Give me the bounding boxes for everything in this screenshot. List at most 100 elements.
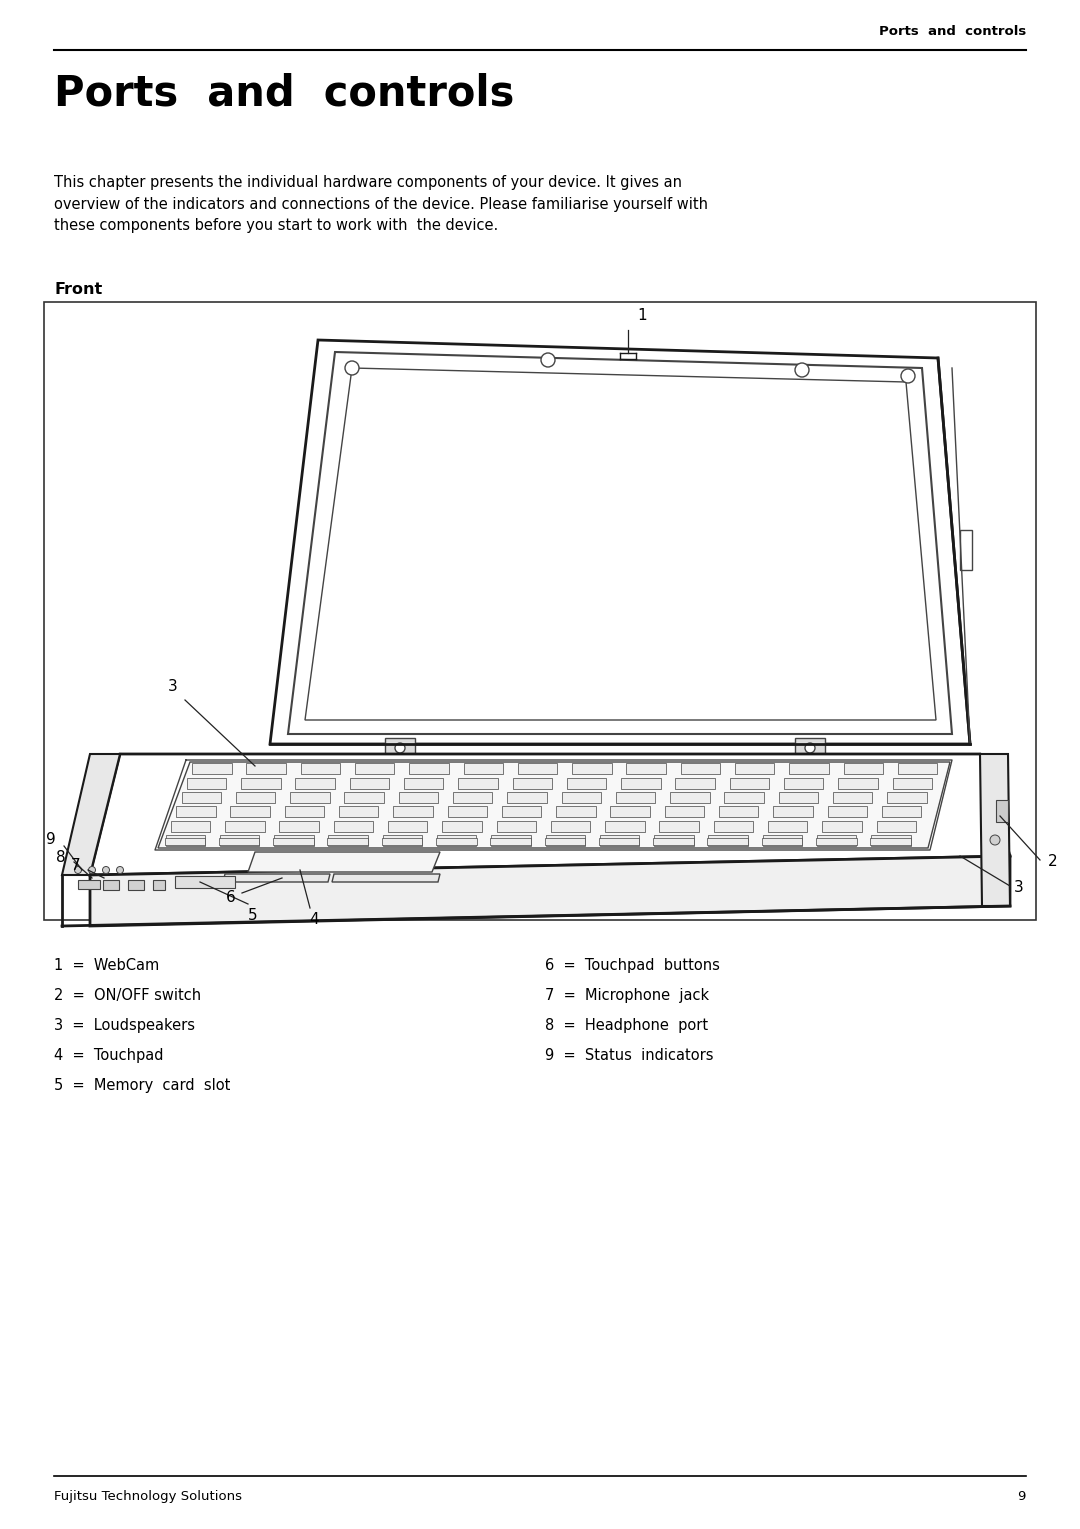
Text: Fujitsu Technology Solutions: Fujitsu Technology Solutions xyxy=(54,1489,242,1503)
Bar xyxy=(192,763,231,774)
Circle shape xyxy=(541,353,555,367)
Bar xyxy=(44,303,1036,920)
Bar xyxy=(653,838,693,846)
Text: 4  =  Touchpad: 4 = Touchpad xyxy=(54,1047,163,1063)
Bar xyxy=(355,763,394,774)
Bar xyxy=(350,778,389,789)
Text: 3: 3 xyxy=(1014,881,1024,896)
Bar xyxy=(779,792,818,803)
Bar xyxy=(296,778,335,789)
Bar xyxy=(761,838,802,846)
Circle shape xyxy=(990,835,1000,846)
Bar xyxy=(545,835,585,846)
Polygon shape xyxy=(158,761,950,849)
Bar xyxy=(508,792,546,803)
Bar xyxy=(882,806,921,816)
Bar xyxy=(816,838,856,846)
Bar xyxy=(181,792,221,803)
Bar xyxy=(598,838,639,846)
Bar xyxy=(463,763,503,774)
Bar xyxy=(551,821,591,832)
Circle shape xyxy=(795,362,809,378)
Bar xyxy=(784,778,823,789)
Bar xyxy=(103,881,119,890)
Bar xyxy=(665,806,704,816)
Text: 1: 1 xyxy=(637,307,647,323)
Bar xyxy=(384,739,415,754)
Bar xyxy=(187,778,227,789)
Bar xyxy=(327,838,368,846)
Bar xyxy=(610,806,650,816)
Bar xyxy=(544,838,585,846)
Bar xyxy=(599,835,639,846)
Bar xyxy=(762,835,802,846)
Bar xyxy=(393,806,433,816)
Polygon shape xyxy=(305,368,936,720)
Bar xyxy=(409,763,449,774)
Bar xyxy=(447,806,487,816)
Bar xyxy=(171,821,211,832)
Bar xyxy=(605,821,645,832)
Bar xyxy=(345,792,383,803)
Bar xyxy=(339,806,378,816)
Bar xyxy=(892,778,932,789)
Bar xyxy=(241,778,281,789)
Bar xyxy=(273,838,313,846)
Bar xyxy=(334,821,373,832)
Bar xyxy=(872,835,910,846)
Bar xyxy=(870,838,910,846)
Text: 9  =  Status  indicators: 9 = Status indicators xyxy=(545,1047,714,1063)
Polygon shape xyxy=(62,754,120,875)
Bar xyxy=(443,821,482,832)
Text: 9: 9 xyxy=(1017,1489,1026,1503)
Circle shape xyxy=(345,361,359,375)
Bar xyxy=(827,806,867,816)
Bar xyxy=(153,881,165,890)
Bar xyxy=(556,806,595,816)
Bar xyxy=(621,778,661,789)
Text: Ports  and  controls: Ports and controls xyxy=(879,24,1026,38)
Text: 3  =  Loudspeakers: 3 = Loudspeakers xyxy=(54,1018,195,1034)
Text: 5: 5 xyxy=(248,908,258,924)
Text: 3: 3 xyxy=(168,679,178,694)
Bar xyxy=(175,876,235,888)
Circle shape xyxy=(103,867,109,873)
Text: 2  =  ON/OFF switch: 2 = ON/OFF switch xyxy=(54,988,201,1003)
Bar xyxy=(822,821,862,832)
Bar xyxy=(274,835,313,846)
Bar xyxy=(246,763,286,774)
Bar xyxy=(735,763,774,774)
Text: 6  =  Touchpad  buttons: 6 = Touchpad buttons xyxy=(545,959,720,972)
Bar xyxy=(789,763,828,774)
Bar xyxy=(381,838,422,846)
Bar xyxy=(513,778,552,789)
Bar xyxy=(719,806,758,816)
Bar xyxy=(382,835,422,846)
Bar xyxy=(225,821,265,832)
Circle shape xyxy=(89,867,95,873)
Text: 7  =  Microphone  jack: 7 = Microphone jack xyxy=(545,988,710,1003)
Bar xyxy=(291,792,329,803)
Bar xyxy=(675,778,715,789)
Text: 7: 7 xyxy=(70,858,80,873)
Bar xyxy=(888,792,927,803)
Bar xyxy=(768,821,808,832)
Polygon shape xyxy=(248,852,440,872)
Bar xyxy=(562,792,600,803)
Polygon shape xyxy=(222,875,330,882)
Bar xyxy=(707,838,748,846)
Bar xyxy=(816,835,856,846)
Bar xyxy=(680,763,720,774)
Text: This chapter presents the individual hardware components of your device. It give: This chapter presents the individual har… xyxy=(54,174,708,234)
Bar xyxy=(654,835,693,846)
Bar xyxy=(708,835,747,846)
Bar xyxy=(388,821,428,832)
Bar xyxy=(897,763,937,774)
Bar xyxy=(285,806,324,816)
Bar xyxy=(616,792,656,803)
Text: Front: Front xyxy=(54,281,103,297)
Text: 8  =  Headphone  port: 8 = Headphone port xyxy=(545,1018,708,1034)
Polygon shape xyxy=(90,754,1010,875)
Bar xyxy=(843,763,883,774)
Bar xyxy=(491,835,530,846)
